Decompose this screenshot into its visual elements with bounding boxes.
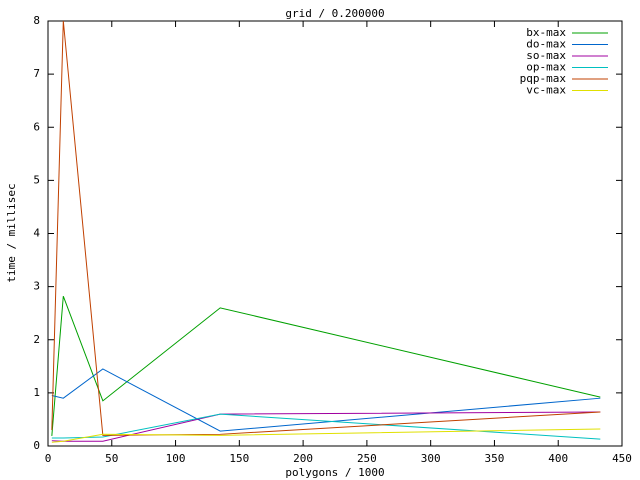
series-line — [51, 411, 601, 442]
x-tick-label: 0 — [45, 452, 52, 465]
series-line — [51, 413, 601, 440]
y-tick-label: 8 — [33, 14, 40, 27]
legend-label: bx-max — [526, 26, 566, 39]
y-axis-label: time / millisec — [5, 183, 18, 282]
y-tick-label: 2 — [33, 333, 40, 346]
series-line — [51, 20, 601, 436]
legend-label: do-max — [526, 38, 566, 51]
y-tick-label: 0 — [33, 439, 40, 452]
series-line — [51, 428, 601, 443]
legend-label: so-max — [526, 49, 566, 62]
series-line — [51, 368, 601, 432]
x-tick-label: 250 — [357, 452, 377, 465]
series-line — [51, 296, 601, 436]
x-tick-label: 400 — [548, 452, 568, 465]
y-tick-label: 1 — [33, 386, 40, 399]
x-tick-label: 200 — [293, 452, 313, 465]
x-tick-label: 100 — [166, 452, 186, 465]
legend-label: pqp-max — [520, 72, 567, 85]
y-tick-label: 7 — [33, 67, 40, 80]
legend-label: op-max — [526, 61, 566, 74]
y-tick-label: 6 — [33, 120, 40, 133]
y-tick-label: 3 — [33, 280, 40, 293]
x-tick-label: 450 — [612, 452, 632, 465]
x-tick-label: 300 — [421, 452, 441, 465]
x-axis-label: polygons / 1000 — [285, 466, 384, 479]
y-tick-label: 4 — [33, 227, 40, 240]
x-tick-label: 50 — [105, 452, 118, 465]
y-tick-label: 5 — [33, 173, 40, 186]
x-tick-label: 150 — [229, 452, 249, 465]
x-tick-label: 350 — [485, 452, 505, 465]
chart-title: grid / 0.200000 — [285, 7, 384, 20]
legend-label: vc-max — [526, 84, 566, 97]
